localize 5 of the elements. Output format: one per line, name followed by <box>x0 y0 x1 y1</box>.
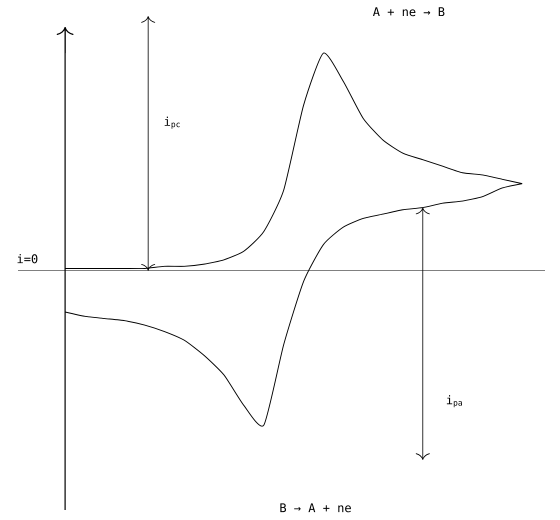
annotation: i$_{pc}$ <box>164 116 180 129</box>
text: A + ne → B <box>372 7 444 16</box>
text: B → A + ne <box>280 503 351 512</box>
annotation: i$_{pa}$ <box>446 395 462 408</box>
text: i=0 <box>18 254 38 264</box>
